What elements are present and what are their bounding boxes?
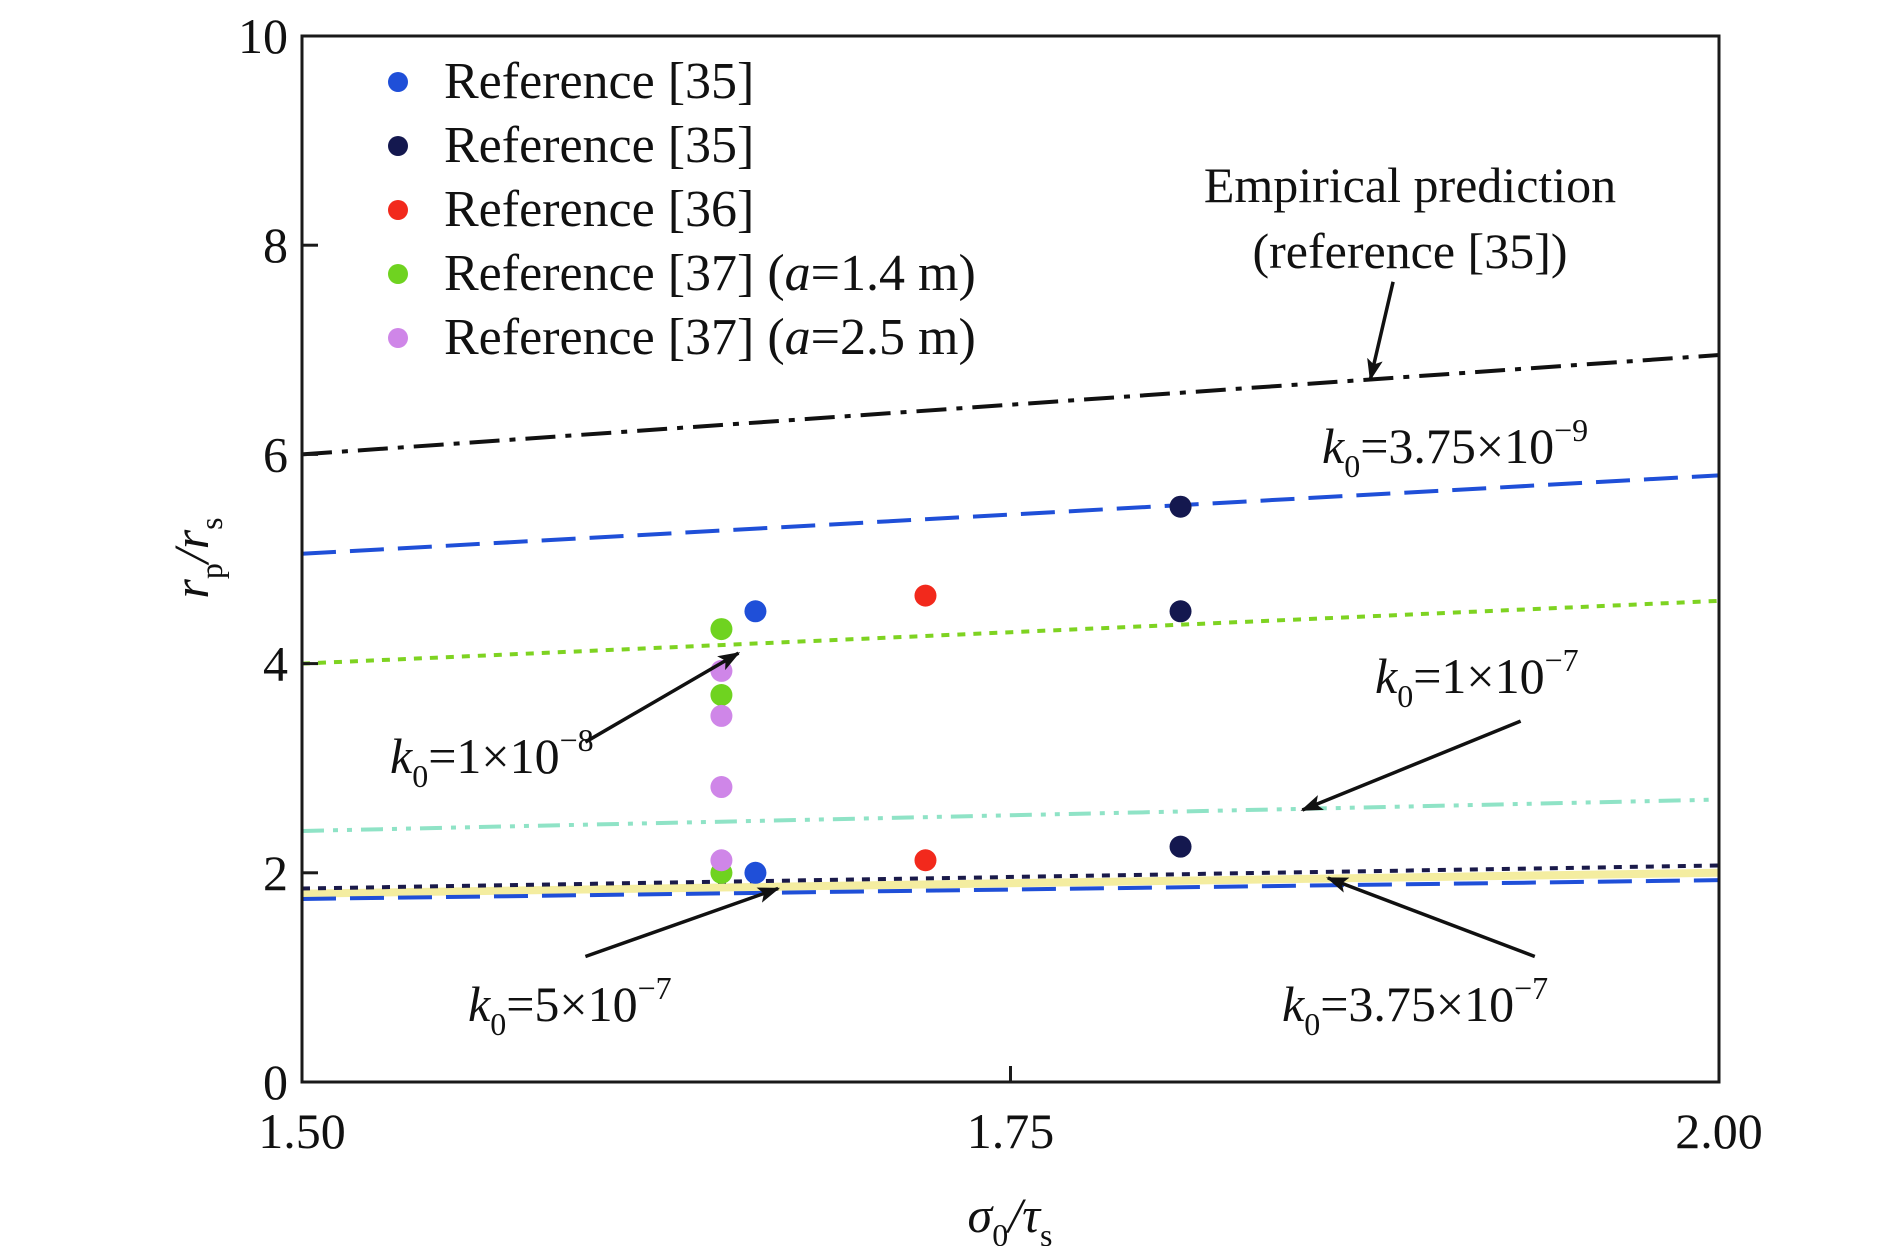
- y-tick-label-2: 4: [263, 636, 288, 692]
- legend-item-4: Reference [37] (a=1.4 m): [388, 245, 976, 302]
- line-k1e-8: [301, 598, 1720, 666]
- y-axis-label: rp/rs: [163, 517, 229, 598]
- annotation-empirical-line2: (reference [35]): [1252, 223, 1567, 279]
- arrow-empirical: [1367, 281, 1395, 382]
- x-tick-label-1: 1.75: [967, 1103, 1055, 1159]
- line-k375e-9: [301, 473, 1720, 556]
- x-axis-label: σ0/τs: [968, 1187, 1053, 1246]
- annotation-k1e-7: k0=1×10−7: [1375, 642, 1579, 714]
- y-tick-label-1: 2: [263, 845, 288, 901]
- legend-label-3: Reference [36]: [444, 181, 754, 238]
- data-points: [710, 495, 1192, 884]
- arrow-k5e-7: [584, 886, 780, 959]
- legend: Reference [35] Reference [35] Reference …: [388, 53, 976, 366]
- annotation-k5e-7: k0=5×10−7: [468, 970, 672, 1042]
- point-s5-3: [710, 776, 733, 799]
- x-tick-label-0: 1.50: [258, 1103, 346, 1159]
- point-s1-1: [744, 600, 767, 623]
- y-tick-label-4: 8: [263, 217, 288, 273]
- point-s5-2: [710, 704, 733, 727]
- legend-item-1: Reference [35]: [388, 53, 754, 110]
- legend-marker-4: [388, 264, 408, 284]
- y-tick-label-5: 10: [238, 8, 288, 64]
- legend-item-2: Reference [35]: [388, 117, 754, 174]
- annotations: Empirical prediction (reference [35]) k0…: [390, 157, 1616, 1042]
- annotation-k375e-9: k0=3.75×10−9: [1322, 412, 1588, 484]
- fit-lines: [301, 353, 1720, 901]
- legend-marker-5: [388, 328, 408, 348]
- legend-label-5: Reference [37] (a=2.5 m): [444, 309, 976, 366]
- legend-label-1: Reference [35]: [444, 53, 754, 110]
- annotation-empirical-line1: Empirical prediction: [1204, 157, 1616, 213]
- point-s4-2: [710, 683, 733, 706]
- point-s4-1: [710, 618, 733, 641]
- line-k375e-7-solid: [301, 868, 1720, 898]
- point-s2-1: [1169, 495, 1192, 518]
- line-k1e-7: [301, 797, 1720, 833]
- line-k5e-7: [301, 878, 1720, 901]
- point-s1-2: [744, 861, 767, 884]
- arrow-k375e-7: [1326, 876, 1536, 959]
- legend-item-3: Reference [36]: [388, 181, 754, 238]
- legend-marker-2: [388, 136, 408, 156]
- arrow-k1e-7: [1300, 719, 1522, 812]
- legend-label-4: Reference [37] (a=1.4 m): [444, 245, 976, 302]
- x-tick-label-2: 2.00: [1675, 1103, 1763, 1159]
- point-s2-2: [1169, 600, 1192, 623]
- line-empirical: [301, 353, 1720, 457]
- point-s3-2: [914, 849, 937, 872]
- arrow-k1e-8: [584, 651, 741, 744]
- ticks: 1.50 1.75 2.00 0 2 4 6 8 10: [238, 8, 1763, 1159]
- line-k375e-7: [301, 863, 1720, 891]
- point-s3-1: [914, 584, 937, 607]
- annotation-k1e-8: k0=1×10−8: [390, 722, 594, 794]
- y-tick-label-0: 0: [263, 1054, 288, 1110]
- legend-label-2: Reference [35]: [444, 117, 754, 174]
- legend-item-5: Reference [37] (a=2.5 m): [388, 309, 976, 366]
- legend-marker-1: [388, 72, 408, 92]
- point-s2-3: [1169, 835, 1192, 858]
- point-s5-4: [710, 849, 733, 872]
- y-tick-label-3: 6: [263, 426, 288, 482]
- annotation-arrows: [584, 281, 1536, 959]
- legend-marker-3: [388, 200, 408, 220]
- annotation-k375e-7: k0=3.75×10−7: [1282, 970, 1548, 1042]
